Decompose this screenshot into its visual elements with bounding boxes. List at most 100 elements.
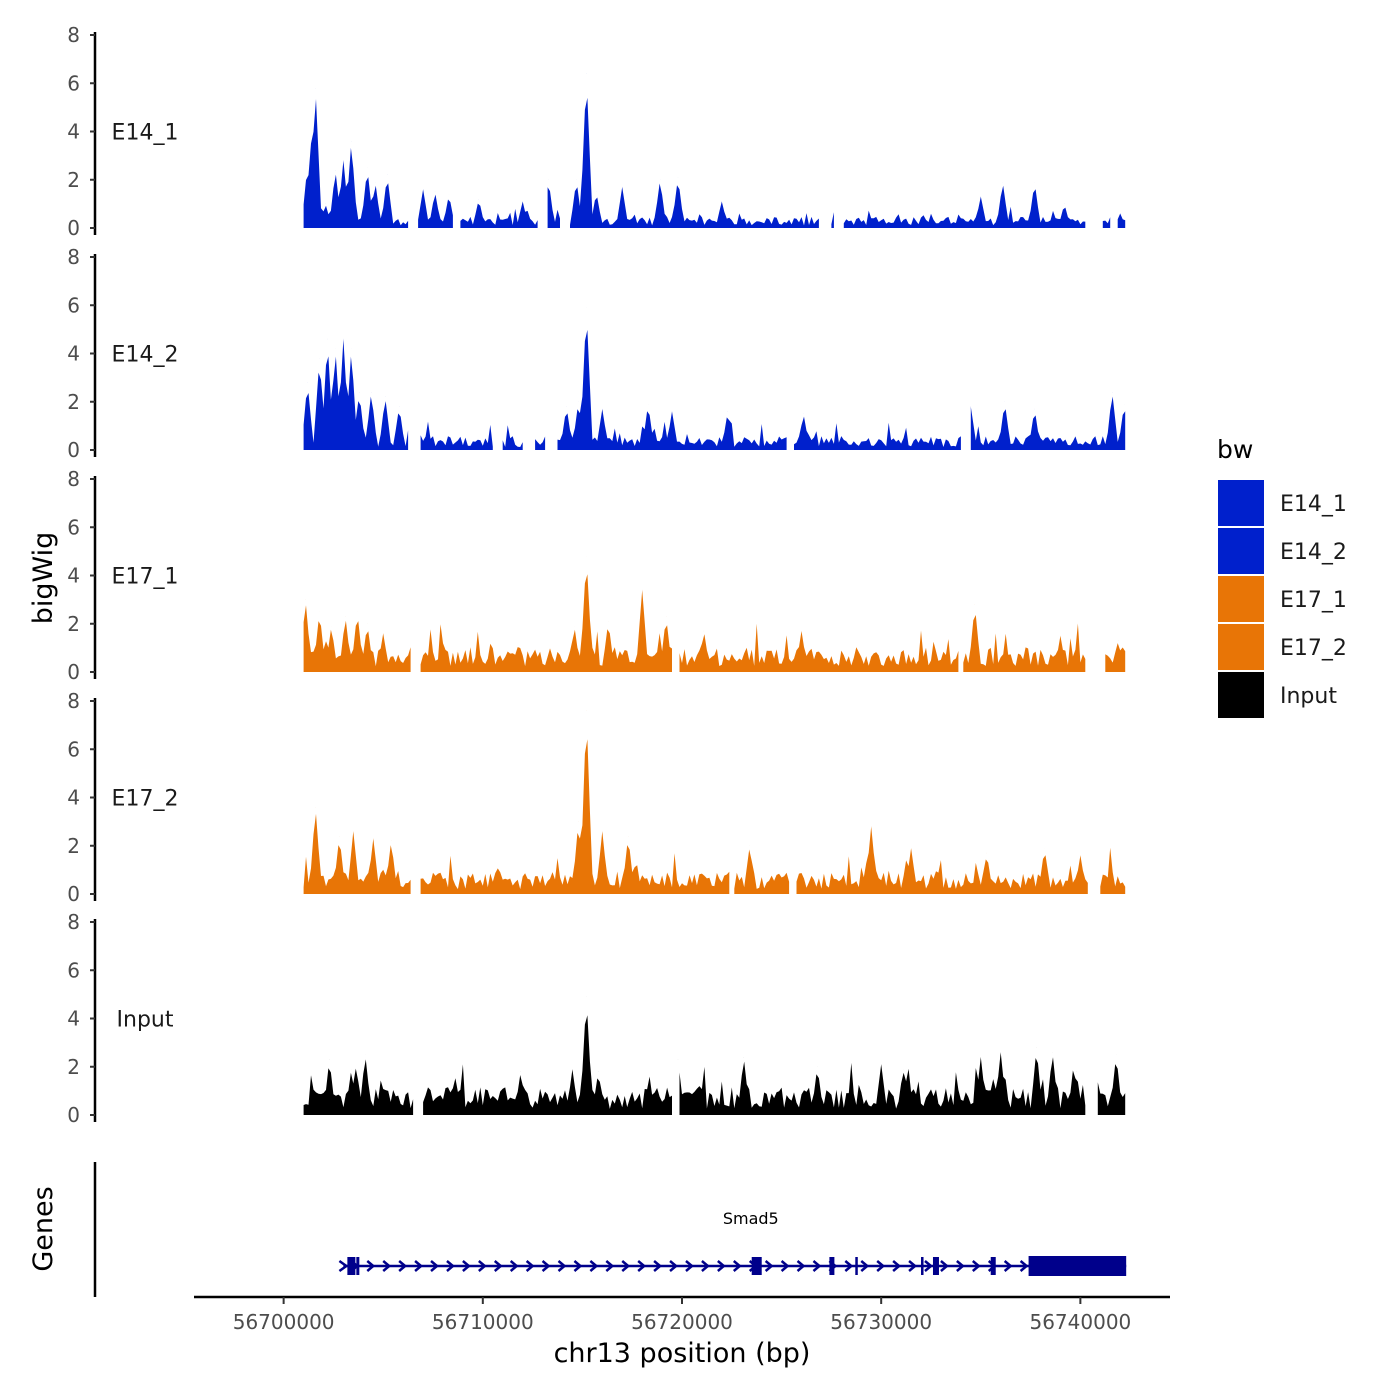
signal-area-input <box>423 1015 672 1115</box>
signal-area-e14-2 <box>502 425 523 450</box>
strand-arrow-icon <box>732 1260 742 1272</box>
legend-swatch-e14-1 <box>1218 480 1264 526</box>
gene-models: Smad5 <box>338 1209 1127 1276</box>
signal-area-e17-1 <box>963 615 1086 672</box>
y-tick-label: 2 <box>67 1055 80 1079</box>
strand-arrow-icon <box>892 1260 902 1272</box>
legend-swatch-input <box>1218 672 1264 718</box>
signal-area-e14-2 <box>420 421 493 450</box>
y-tick-label: 0 <box>67 882 80 906</box>
track-label-e14-2: E14_2 <box>112 343 179 368</box>
gene-exon <box>990 1257 996 1275</box>
y-tick-label: 6 <box>67 515 80 539</box>
x-tick-label: 56720000 <box>631 1310 733 1334</box>
legend: bw E14_1 E14_2 E17_1 E17_2 Input <box>1217 435 1347 718</box>
y-tick-label: 6 <box>67 71 80 95</box>
strand-arrow-icon <box>541 1260 551 1272</box>
strand-arrow-icon <box>701 1260 710 1272</box>
y-tick-label: 4 <box>67 1007 80 1031</box>
y-tick-label: 4 <box>67 120 80 144</box>
signal-area-e14-1 <box>418 189 453 228</box>
signal-area-e14-1 <box>1117 213 1126 228</box>
signal-area-e17-1 <box>303 605 411 672</box>
legend-label-e17-1: E17_1 <box>1280 588 1347 613</box>
strand-arrow-icon <box>1019 1260 1029 1272</box>
gene-exon <box>932 1257 939 1275</box>
y-tick-label: 0 <box>67 660 80 684</box>
signal-area-e17-1 <box>1105 643 1126 672</box>
signal-area-e17-2 <box>796 826 1088 894</box>
signal-area-e14-2 <box>557 329 787 450</box>
strand-arrow-icon <box>414 1260 424 1272</box>
legend-swatch-e14-2 <box>1218 528 1264 574</box>
strand-arrow-icon <box>398 1260 408 1272</box>
strand-arrow-icon <box>509 1260 519 1272</box>
signal-area-e17-2 <box>1100 847 1126 894</box>
signal-area-e14-2 <box>794 416 961 450</box>
x-axis-title: chr13 position (bp) <box>554 1338 811 1369</box>
strand-arrow-icon <box>653 1260 663 1272</box>
y-tick-label: 4 <box>67 786 80 810</box>
y-tick-label: 6 <box>67 958 80 982</box>
gene-exon <box>751 1257 762 1275</box>
strand-arrow-icon <box>478 1260 487 1272</box>
signal-tracks <box>303 73 1126 1115</box>
signal-area-e14-2 <box>970 396 1126 450</box>
y-tick-label: 2 <box>67 168 80 192</box>
strand-arrow-icon <box>844 1260 854 1272</box>
x-tick-label: 56710000 <box>432 1310 534 1334</box>
strand-arrow-icon <box>685 1260 694 1272</box>
signal-area-e17-2 <box>734 849 790 894</box>
gene-start-marker-icon <box>338 1259 349 1273</box>
y-tick-label: 8 <box>67 245 80 269</box>
strand-arrow-icon <box>764 1260 774 1272</box>
strand-arrow-icon <box>876 1260 886 1272</box>
strand-arrow-icon <box>860 1260 870 1272</box>
x-tick-label: 56730000 <box>830 1310 932 1334</box>
signal-area-input <box>679 1052 1086 1115</box>
y-tick-label: 0 <box>67 216 80 240</box>
y-tick-label: 8 <box>67 910 80 934</box>
x-tick-label: 56740000 <box>1029 1310 1131 1334</box>
strand-arrow-icon <box>446 1260 455 1272</box>
strand-arrow-icon <box>971 1260 981 1272</box>
legend-label-e14-1: E14_1 <box>1280 492 1347 517</box>
legend-label-e14-2: E14_2 <box>1280 540 1347 565</box>
x-axis: 56700000 56710000 56720000 56730000 56740000 <box>194 1295 1170 1334</box>
strand-arrow-icon <box>1003 1260 1013 1272</box>
strand-arrow-icon <box>462 1260 471 1272</box>
gene-utr-block <box>1028 1256 1127 1276</box>
signal-area-e17-2 <box>420 739 730 894</box>
gene-name-label: Smad5 <box>723 1209 779 1228</box>
strand-arrow-icon <box>924 1260 933 1272</box>
y-tick-label: 4 <box>67 342 80 366</box>
strand-arrow-icon <box>525 1260 535 1272</box>
y-tick-label: 4 <box>67 564 80 588</box>
signal-area-input <box>1097 1064 1126 1115</box>
signal-area-e14-1 <box>303 99 409 228</box>
signal-area-e14-1 <box>831 212 834 228</box>
strand-arrow-icon <box>589 1260 599 1272</box>
y-tick-label: 2 <box>67 834 80 858</box>
signal-area-e14-1 <box>547 187 560 228</box>
y-tick-label: 2 <box>67 390 80 414</box>
y-tick-label: 6 <box>67 737 80 761</box>
strand-arrow-icon <box>430 1260 439 1272</box>
legend-items: E14_1 E14_2 E17_1 E17_2 Input <box>1218 480 1347 718</box>
legend-swatch-e17-2 <box>1218 624 1264 670</box>
strand-arrow-icon <box>812 1260 822 1272</box>
x-axis-ticks: 56700000 56710000 56720000 56730000 56740000 <box>233 1297 1131 1334</box>
gene-exon <box>829 1257 835 1275</box>
signal-area-input <box>303 1059 414 1115</box>
strand-arrow-icon <box>940 1260 949 1272</box>
genes-axis-title: Genes <box>28 1186 59 1271</box>
track-label-e17-2: E17_2 <box>112 787 179 812</box>
gene-exon <box>855 1257 858 1275</box>
y-tick-label: 8 <box>67 689 80 713</box>
signal-area-e17-2 <box>303 813 411 894</box>
strand-arrow-icon <box>717 1260 726 1272</box>
y-tick-label: 6 <box>67 293 80 317</box>
y-axes: 0 2 4 6 8 E14_1 0 2 4 6 8 E14_2 0 2 4 6 8 E17_1 0 2 4 6 8 E17_2… <box>67 23 178 1127</box>
signal-area-e14-1 <box>843 185 1086 228</box>
